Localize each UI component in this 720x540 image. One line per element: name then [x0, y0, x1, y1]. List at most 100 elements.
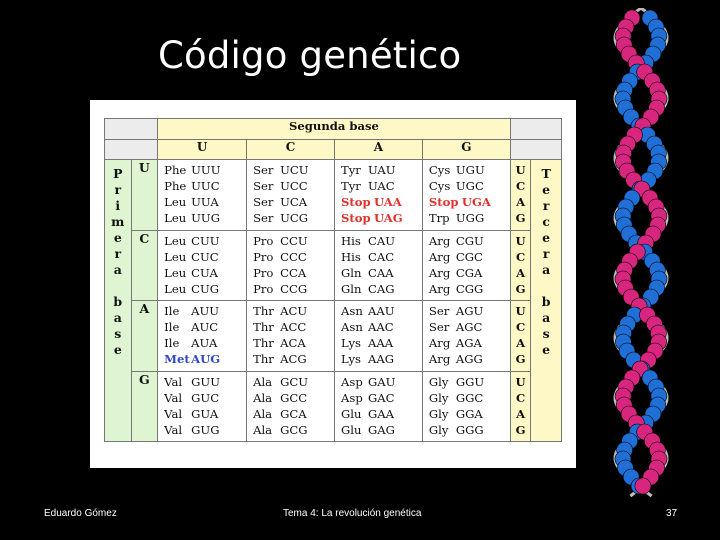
codon: CAC: [368, 249, 395, 264]
codon-entry: Asn AAU: [341, 303, 422, 319]
third-base: A: [516, 265, 526, 280]
codon-entry: Gly GGG: [429, 422, 510, 438]
third-base: G: [515, 352, 526, 366]
codon: UUG: [191, 211, 220, 225]
codon: CCG: [280, 281, 308, 296]
codon-cell: Val GUU Val GUC Val GUA Val GUG: [157, 370, 248, 442]
amino-acid: Ile: [164, 320, 180, 334]
second-base-u: U: [157, 139, 248, 160]
amino-acid: Ser: [253, 163, 274, 177]
amino-acid: Gly: [428, 406, 449, 421]
codon: AAC: [368, 320, 394, 334]
codon-entry: Arg AGA: [429, 335, 510, 351]
third-base-label-char: r: [542, 246, 550, 261]
first-base-label-char: s: [114, 326, 122, 341]
codon-entry: Stop UAG: [341, 210, 422, 226]
amino-acid: Stop: [341, 195, 371, 209]
amino-acid: Tyr: [341, 179, 361, 193]
codon-entry: Pro CCU: [253, 233, 334, 249]
amino-acid: Cys: [428, 163, 451, 177]
helix-atom-pink: [634, 477, 652, 495]
codon-entry: Arg CGC: [429, 249, 510, 265]
codon-entry: Thr ACA: [253, 335, 334, 351]
amino-acid: Glu: [341, 406, 362, 421]
amino-acid: Thr: [253, 320, 274, 334]
codon: GAC: [368, 390, 395, 405]
codon: UAC: [368, 179, 395, 193]
codon: AUA: [191, 336, 218, 350]
amino-acid: Thr: [253, 336, 274, 350]
amino-acid: Leu: [164, 233, 187, 248]
amino-acid: Met: [164, 352, 190, 366]
first-base-label-char: r: [114, 246, 122, 261]
codon-entry: Ala GCA: [253, 406, 334, 422]
amino-acid: Leu: [164, 265, 187, 280]
codon: UGG: [455, 211, 485, 225]
amino-acid: Arg: [428, 352, 451, 366]
codon: ACG: [280, 352, 307, 366]
codon: AUG: [191, 352, 221, 366]
first-base-label-char: e: [113, 342, 122, 357]
amino-acid: Gly: [428, 422, 449, 437]
codon-entry: Trp UGG: [429, 210, 510, 226]
amino-acid: Phe: [164, 163, 187, 177]
amino-acid: Stop: [341, 211, 371, 225]
codon-entry: Leu CUU: [164, 233, 246, 249]
amino-acid: Ile: [164, 304, 180, 318]
footer-topic: Tema 4: La revolución genética: [283, 508, 422, 519]
amino-acid: Gly: [428, 390, 449, 405]
codon-cell: Phe UUU Phe UUC Leu UUA Leu UUG: [157, 159, 248, 231]
codon-entry: Ser UCG: [253, 210, 334, 226]
codon-entry: Glu GAG: [341, 422, 422, 438]
amino-acid: Arg: [428, 336, 451, 350]
first-base-g: G: [130, 370, 159, 442]
amino-acid: Val: [164, 390, 183, 405]
amino-acid: Gln: [341, 265, 362, 280]
codon: AGU: [455, 304, 484, 318]
second-base-header: Segunda base: [157, 118, 511, 140]
first-base-label-char: r: [114, 182, 122, 197]
third-base-label-char: c: [542, 214, 550, 229]
codon: UCC: [280, 179, 308, 193]
first-base-c: C: [130, 229, 159, 301]
codon-entry: Asp GAC: [341, 390, 422, 406]
codon: ACC: [280, 320, 307, 334]
codon: GCG: [280, 422, 308, 437]
first-base-u: U: [130, 159, 159, 231]
third-base-label-char: T: [541, 166, 551, 181]
amino-acid: Ile: [164, 336, 180, 350]
amino-acid: Asp: [341, 374, 363, 389]
table-corner-right-2: [509, 139, 563, 160]
codon: GAG: [368, 422, 395, 437]
codon: AGG: [455, 352, 483, 366]
third-base: U: [515, 163, 526, 177]
amino-acid: Lys: [341, 352, 361, 366]
codon-entry: Gln CAA: [341, 265, 422, 281]
amino-acid: Cys: [428, 179, 451, 193]
amino-acid: Gly: [428, 374, 449, 389]
codon: ACU: [280, 304, 308, 318]
codon: AGC: [455, 320, 483, 334]
codon-entry: Thr ACU: [253, 303, 334, 319]
amino-acid: Val: [164, 422, 183, 437]
amino-acid: Thr: [253, 304, 274, 318]
table-corner-right: [509, 118, 563, 140]
amino-acid: Asp: [341, 390, 363, 405]
codon-entry: Phe UUU: [164, 162, 246, 178]
codon-entry: Leu CUA: [164, 265, 246, 281]
amino-acid: Lys: [341, 336, 361, 350]
third-base: C: [515, 390, 526, 405]
codon-entry: Stop UGA: [429, 194, 510, 210]
first-base-label-char: m: [111, 214, 125, 229]
amino-acid: Val: [164, 374, 183, 389]
codon: CAA: [368, 265, 394, 280]
codon: GAU: [368, 374, 396, 389]
second-base-a: A: [334, 139, 423, 160]
codon-entry: Stop UAA: [341, 194, 422, 210]
codon-cell: Ile AUU Ile AUC Ile AUA MetAUG: [157, 300, 248, 372]
codon: UGC: [455, 179, 484, 193]
codon: AAA: [368, 336, 394, 350]
codon-entry: Ile AUC: [164, 319, 246, 335]
